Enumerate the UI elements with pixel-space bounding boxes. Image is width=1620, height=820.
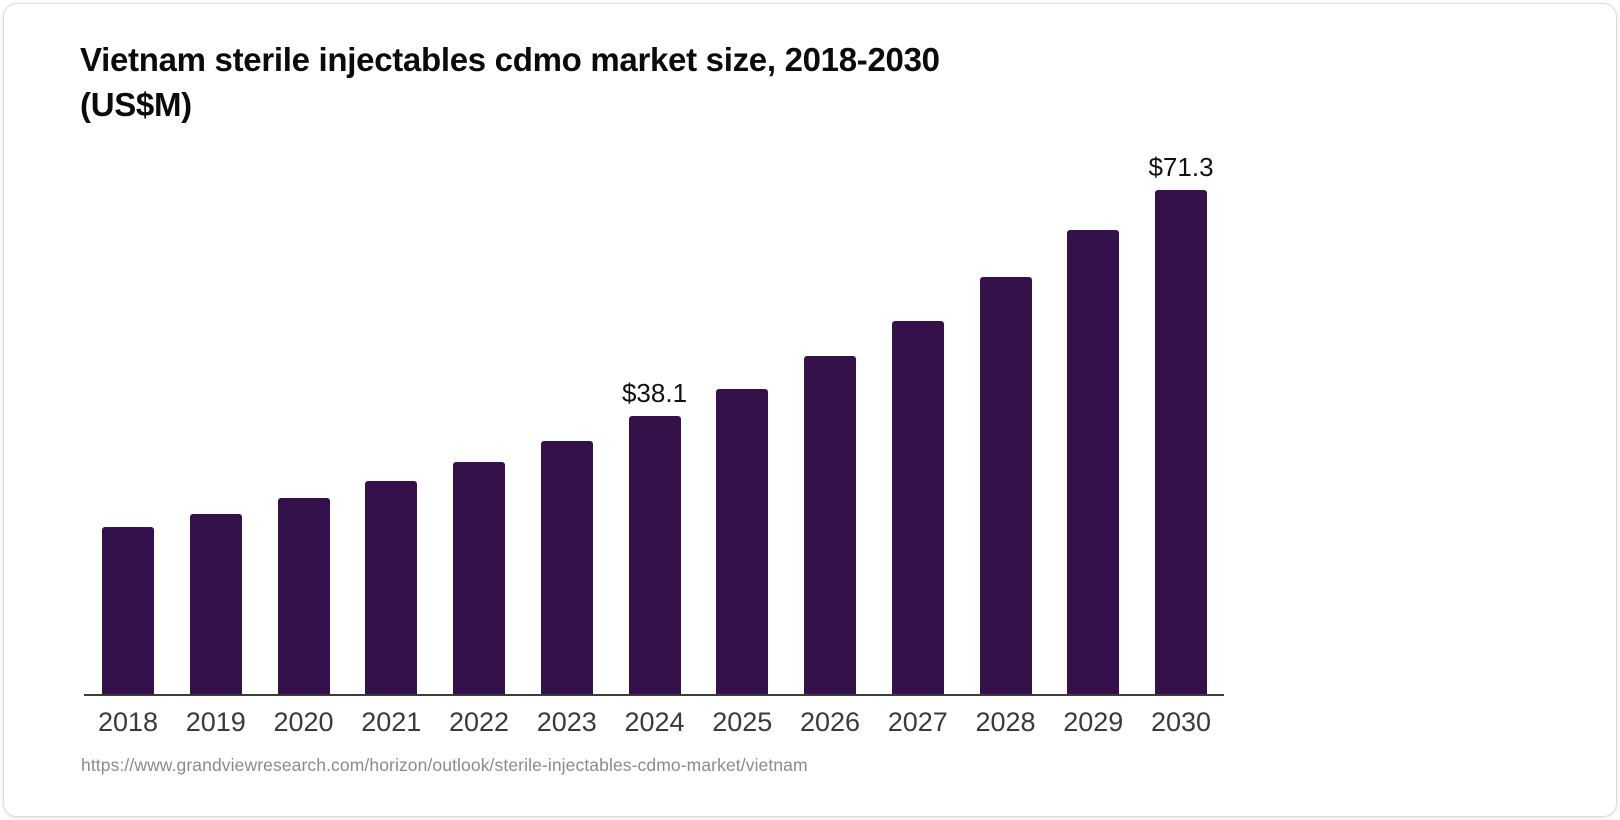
bar-column-2020 [277,152,330,694]
bar-2020 [277,498,330,694]
x-tick-label-2024: 2024 [624,707,685,737]
x-tick-2021: 2021 [361,707,421,738]
bar-2029 [1067,230,1120,694]
bar-column-2023 [540,152,593,694]
x-tick-2022: 2022 [449,707,509,738]
bar-column-2022 [453,152,505,694]
x-tick-2026: 2026 [800,707,860,738]
bar-2021 [365,481,418,694]
x-tick-label-2029: 2029 [1063,707,1124,737]
x-tick-2027: 2027 [888,707,948,738]
bar-column-2021 [365,152,418,694]
chart-title-line2: (US$M) [80,86,192,123]
bar-column-2025 [716,152,769,694]
x-tick-label-2021: 2021 [361,707,422,737]
x-tick-label-2025: 2025 [712,707,773,737]
x-tick-label-2030: 2030 [1150,707,1212,737]
x-tick-label-2028: 2028 [975,707,1036,737]
x-tick-2024: 2024 [624,707,684,738]
x-tick-2029: 2029 [1063,707,1123,738]
x-tick-label-2023: 2023 [536,707,597,737]
bar-column-2028 [979,152,1032,694]
bar-2028 [979,277,1032,694]
bar-2030 [1155,190,1207,694]
bar-column-2029 [1067,152,1120,694]
bar-2023 [540,441,593,694]
x-tick-2030: 2030 [1151,707,1211,738]
bar-value-label-2024: $38.1 [621,378,688,408]
bar-value-label-2030: $71.3 [1148,152,1214,182]
bar-2019 [189,514,242,694]
chart-title-line1: Vietnam sterile injectables cdmo market … [80,41,940,78]
x-tick-2020: 2020 [273,707,333,738]
x-tick-label-2026: 2026 [799,707,861,737]
x-tick-2018: 2018 [98,707,158,738]
x-axis-labels: 2018 2019 2020 2021 2022 2023 2024 2025 2026 2027… [98,707,1211,738]
bar-2027 [891,321,944,694]
bar-column-2027 [891,152,944,694]
x-tick-label-2018: 2018 [97,707,159,737]
x-tick-label-2019: 2019 [185,707,246,737]
x-tick-label-2027: 2027 [887,707,948,737]
bar-2018 [102,527,154,694]
bar-column-2030: $71.3 [1148,152,1214,694]
bar-2024 [628,416,681,694]
x-tick-label-2020: 2020 [273,707,334,737]
x-tick-label-2022: 2022 [448,707,510,737]
bar-column-2026 [804,152,856,694]
x-tick-2019: 2019 [186,707,246,738]
bar-column-2019 [189,152,242,694]
chart-title: Vietnam sterile injectables cdmo market … [80,37,940,127]
bar-column-2018 [102,152,154,694]
plot-area: $38.1 $71.3 [102,152,1214,694]
bar-2026 [804,356,856,694]
x-tick-2023: 2023 [537,707,597,738]
chart-card: Vietnam sterile injectables cdmo market … [3,3,1617,817]
x-tick-2025: 2025 [712,707,772,738]
x-tick-2028: 2028 [975,707,1035,738]
bar-2025 [716,389,769,694]
bar-2022 [453,462,505,694]
x-axis-line [84,694,1224,696]
source-url: https://www.grandviewresearch.com/horizo… [81,755,808,775]
bar-column-2024: $38.1 [622,152,687,694]
